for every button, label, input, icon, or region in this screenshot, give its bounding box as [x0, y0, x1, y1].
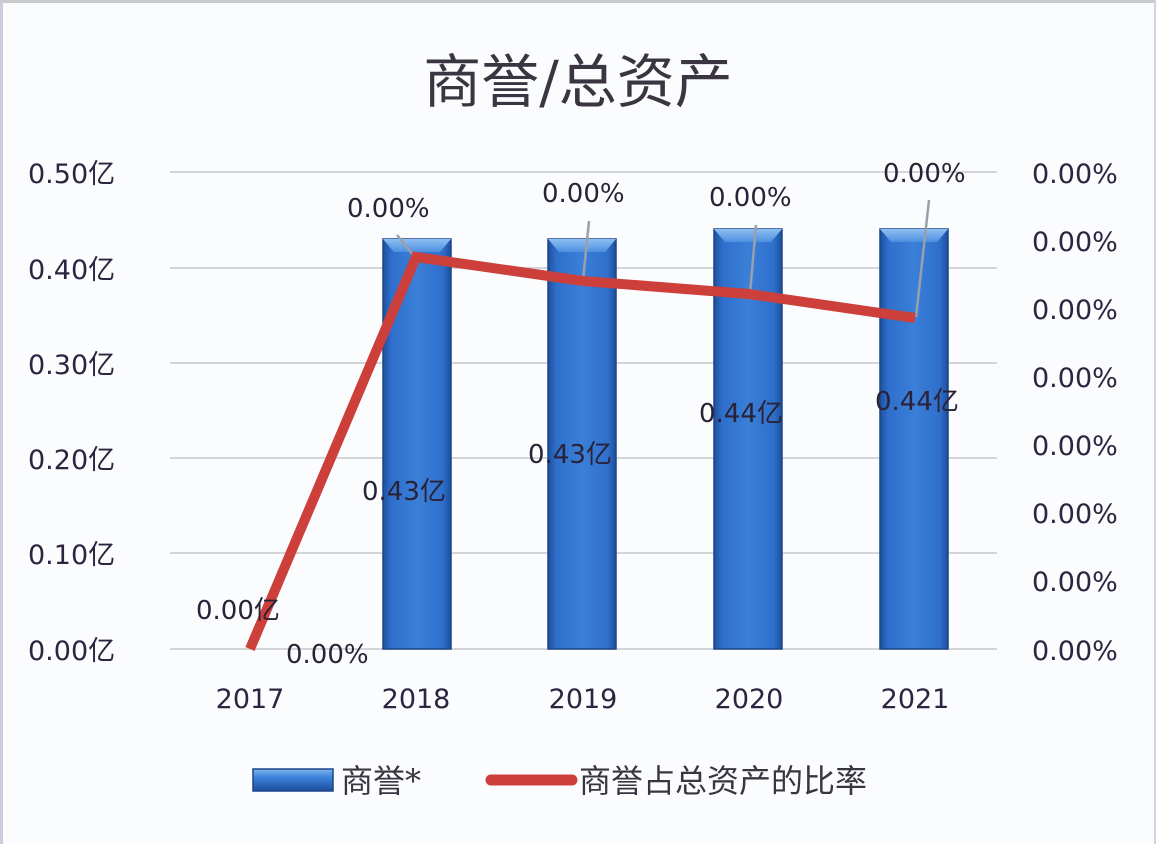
right-axis-tick: 0.00%	[1032, 295, 1118, 326]
bar-label-2021: 0.44亿	[875, 387, 959, 417]
x-axis-label: 2018	[382, 684, 451, 715]
legend-bar-swatch	[252, 768, 334, 792]
chart-title: 商誉/总资产	[423, 48, 733, 116]
x-axis-label: 2019	[549, 684, 618, 715]
bar-label-2017: 0.00亿	[196, 596, 280, 626]
bar-label-2018: 0.43亿	[362, 477, 446, 507]
label-leader-lines	[396, 199, 931, 318]
left-axis-tick: 0.10亿	[28, 540, 115, 571]
right-axis-tick: 0.00%	[1032, 227, 1118, 258]
x-axis-label: 2017	[216, 684, 285, 715]
line-data-labels: 0.00% 0.00% 0.00% 0.00% 0.00%	[286, 159, 966, 670]
left-axis-tick: 0.40亿	[28, 255, 115, 286]
line-label-2019: 0.00%	[542, 179, 625, 209]
left-axis: 0.50亿 0.40亿 0.30亿 0.20亿 0.10亿 0.00亿	[28, 159, 115, 667]
right-axis-tick: 0.00%	[1032, 499, 1118, 530]
bar-2019[interactable]	[547, 238, 617, 650]
x-axis: 2017 2018 2019 2020 2021	[216, 684, 950, 715]
legend-label-ratio: 商誉占总资产的比率	[579, 762, 867, 800]
line-label-2021: 0.00%	[883, 159, 966, 189]
left-axis-tick: 0.00亿	[28, 636, 115, 667]
line-label-2018: 0.00%	[347, 194, 430, 224]
right-axis-tick: 0.00%	[1032, 431, 1118, 462]
bar-data-labels: 0.00亿 0.43亿 0.43亿 0.44亿 0.44亿	[196, 387, 959, 626]
line-label-2020: 0.00%	[709, 183, 792, 213]
left-axis-tick: 0.30亿	[28, 350, 115, 381]
left-axis-tick: 0.50亿	[28, 159, 115, 190]
right-axis-tick: 0.00%	[1032, 159, 1118, 190]
ratio-line[interactable]	[245, 251, 916, 651]
x-axis-label: 2020	[715, 684, 784, 715]
bar-label-2019: 0.43亿	[528, 440, 612, 470]
bar-label-2020: 0.44亿	[699, 399, 783, 429]
right-axis-tick: 0.00%	[1032, 567, 1118, 598]
legend-item-goodwill[interactable]: 商誉*	[252, 762, 421, 800]
bar-2021[interactable]	[879, 228, 949, 650]
line-label-2017: 0.00%	[286, 640, 369, 670]
legend-item-ratio[interactable]: 商誉占总资产的比率	[485, 762, 867, 800]
legend: 商誉* 商誉占总资产的比率	[252, 762, 867, 800]
x-axis-label: 2021	[881, 684, 950, 715]
legend-label-goodwill: 商誉*	[341, 762, 421, 800]
left-axis-tick: 0.20亿	[28, 445, 115, 476]
right-axis: 0.00% 0.00% 0.00% 0.00% 0.00% 0.00% 0.00…	[1032, 159, 1118, 667]
right-axis-tick: 0.00%	[1032, 636, 1118, 667]
right-axis-tick: 0.00%	[1032, 363, 1118, 394]
